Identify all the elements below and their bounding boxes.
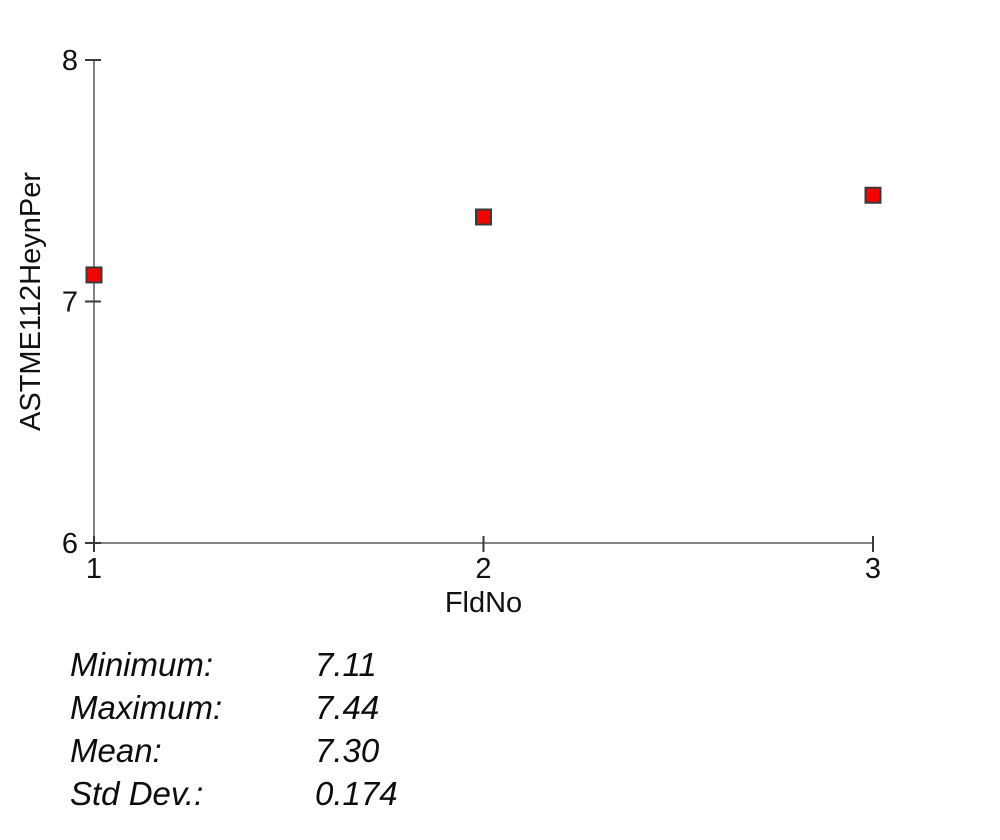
stat-value-stddev: 0.174 [315, 775, 398, 812]
data-point-marker [864, 186, 882, 204]
y-axis-tick-label: 7 [62, 287, 78, 319]
stat-label-maximum: Maximum: [70, 689, 223, 726]
stat-row-stddev: Std Dev.: 0.174 [70, 772, 398, 815]
stat-value-maximum: 7.44 [315, 689, 380, 726]
data-point-marker [85, 266, 103, 284]
stat-row-maximum: Maximum: 7.44 [70, 686, 398, 729]
y-axis-tick-label: 8 [62, 45, 78, 77]
y-axis-title: ASTME112HeynPer [15, 172, 47, 431]
x-axis-title: FldNo [445, 587, 522, 619]
stat-value-mean: 7.30 [315, 732, 380, 769]
stat-row-mean: Mean: 7.30 [70, 729, 398, 772]
stat-label-minimum: Minimum: [70, 646, 214, 683]
stat-row-minimum: Minimum: 7.11 [70, 643, 398, 686]
x-axis-tick-label: 2 [475, 553, 491, 585]
stat-value-minimum: 7.11 [315, 646, 377, 683]
data-point-marker [475, 208, 492, 226]
y-axis-tick-label: 6 [62, 528, 78, 560]
x-axis-tick-label: 3 [865, 553, 881, 585]
x-axis-tick-label: 1 [86, 553, 102, 585]
stat-label-mean: Mean: [70, 732, 162, 769]
stat-label-stddev: Std Dev.: [70, 775, 204, 812]
summary-stats-block: Minimum: 7.11 Maximum: 7.44 Mean: 7.30 S… [70, 643, 398, 815]
